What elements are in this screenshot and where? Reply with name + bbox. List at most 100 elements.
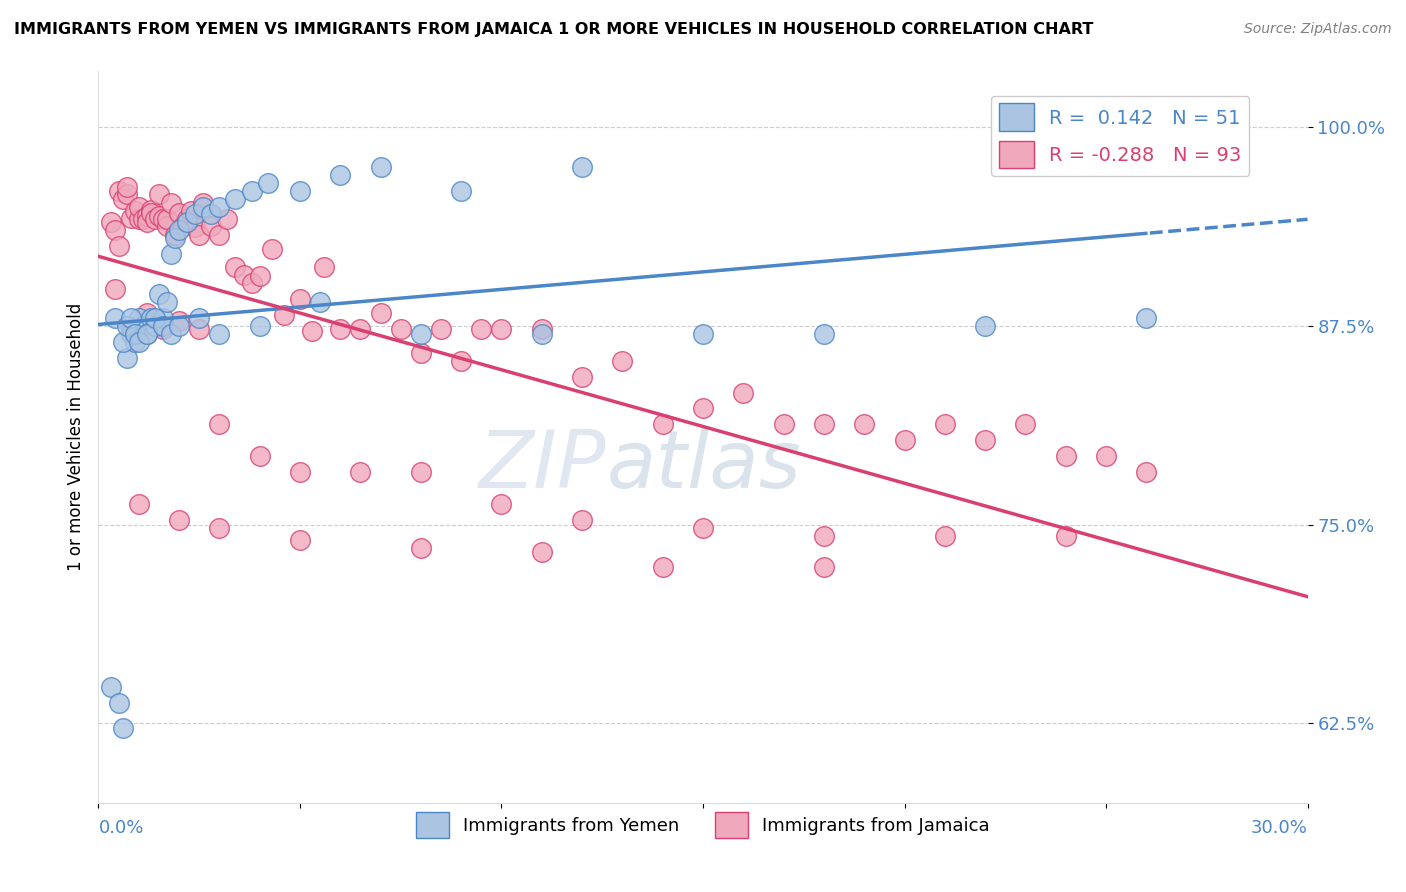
Point [167,513,190,527]
Point [148,186,170,201]
Point [200,219,222,233]
Point [193,196,215,211]
Point [172,219,194,233]
Legend: R =  0.142   N = 51, R = -0.288   N = 93: R = 0.142 N = 51, R = -0.288 N = 93 [991,95,1250,176]
Point [132,318,155,333]
Point [156,212,179,227]
Point [124,334,146,349]
Text: IMMIGRANTS FROM YEMEN VS IMMIGRANTS FROM JAMAICA 1 OR MORE VEHICLES IN HOUSEHOLD: IMMIGRANTS FROM YEMEN VS IMMIGRANTS FROM… [14,22,1094,37]
Point [143,310,166,325]
Point [217,212,239,227]
Point [115,180,138,194]
Text: 30.0%: 30.0% [1251,819,1308,837]
Point [370,306,392,320]
Point [120,322,142,336]
Point [733,385,755,400]
Point [273,308,295,322]
Point [135,326,157,341]
Point [115,318,138,333]
Point [813,560,835,574]
Point [249,449,271,463]
Point [349,465,371,479]
Point [430,322,453,336]
Point [813,417,835,432]
Point [530,544,553,558]
Point [288,184,311,198]
Point [124,326,146,341]
Point [208,200,231,214]
Point [249,269,271,284]
Point [200,207,222,221]
Point [152,310,174,325]
Point [934,417,956,432]
Point [100,215,122,229]
Point [692,521,714,535]
Point [103,282,125,296]
Point [180,204,202,219]
Point [1135,310,1157,325]
Point [409,465,432,479]
Point [934,529,956,543]
Point [450,353,472,368]
Point [409,541,432,556]
Text: Source: ZipAtlas.com: Source: ZipAtlas.com [1244,22,1392,37]
Point [103,223,125,237]
Point [143,318,166,333]
Point [152,322,174,336]
Point [120,211,142,225]
Point [288,292,311,306]
Point [188,322,211,336]
Point [208,417,231,432]
Point [188,228,211,243]
Point [135,306,157,320]
Point [167,318,190,333]
Point [612,353,634,368]
Point [370,160,392,174]
Point [232,268,254,282]
Point [160,196,183,211]
Point [163,231,186,245]
Point [1135,465,1157,479]
Point [893,434,915,448]
Point [491,497,513,511]
Point [1095,449,1118,463]
Point [450,184,472,198]
Point [188,310,211,325]
Point [184,207,207,221]
Point [208,228,231,243]
Point [128,212,150,227]
Point [103,310,125,325]
Point [107,184,129,198]
Point [530,322,553,336]
Point [208,521,231,535]
Point [128,334,150,349]
Point [974,434,997,448]
Point [107,696,129,710]
Point [249,318,271,333]
Point [120,326,142,341]
Point [124,204,146,219]
Point [349,322,371,336]
Point [111,721,134,735]
Point [240,184,263,198]
Point [139,202,162,217]
Point [100,680,122,694]
Point [224,192,246,206]
Point [813,529,835,543]
Point [135,209,157,223]
Point [160,326,183,341]
Point [208,326,231,341]
Point [224,260,246,274]
Point [193,200,215,214]
Point [156,294,179,309]
Point [491,322,513,336]
Point [143,212,166,227]
Point [813,326,835,341]
Point [167,223,190,237]
Point [148,287,170,301]
Point [128,310,150,325]
Point [139,206,162,220]
Point [156,219,179,233]
Point [974,318,997,333]
Point [571,369,593,384]
